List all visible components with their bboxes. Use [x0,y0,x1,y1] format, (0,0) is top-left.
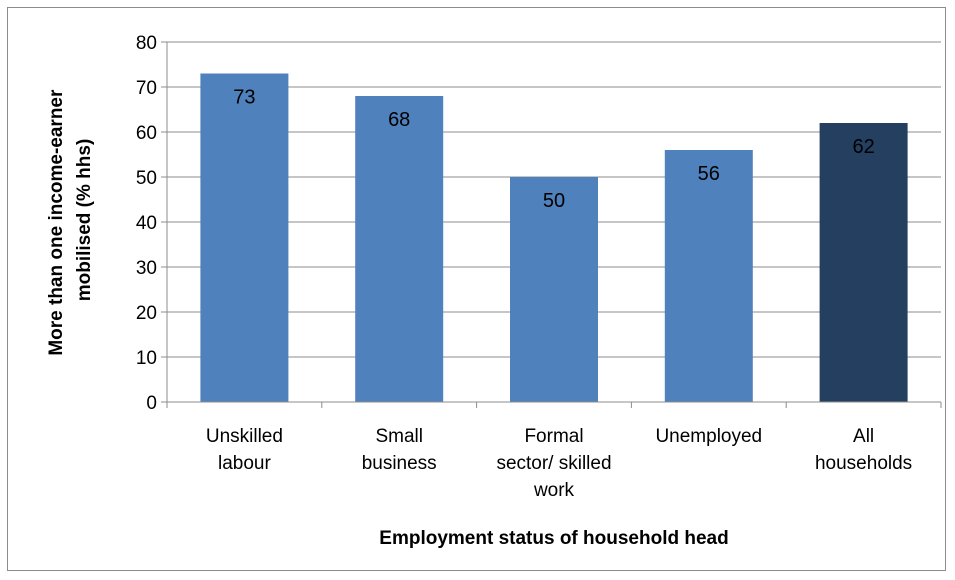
bar [664,150,753,402]
bar [510,177,598,402]
y-axis-title: More than one income-earner mobilised (%… [46,84,95,355]
y-tick-label: 30 [136,258,157,279]
y-tick-label: 70 [136,78,157,99]
x-category-label: Unskilled labour [206,426,283,474]
data-label: 62 [852,136,874,158]
bars [200,73,908,402]
y-axis-title-line-1: More than one income-earner [46,89,67,356]
data-label: 56 [698,163,720,185]
y-tick-label: 0 [146,393,157,414]
y-axis-title-line-2: mobilised (% hhs) [74,139,95,302]
x-category-label: Unemployed [655,426,762,447]
y-tick-label: 20 [136,303,157,324]
bar [819,123,908,402]
x-category-label: Formal sector/ skilled work [496,426,611,501]
bar [200,73,289,402]
y-tick-label: 80 [136,33,157,54]
y-tick-label: 50 [136,168,157,189]
data-label: 50 [543,190,565,212]
data-label: 73 [233,87,255,109]
bar [355,96,444,402]
x-category-label: All households [815,426,912,474]
x-axis-title: Employment status of household head [379,528,728,549]
data-labels: 73 68 50 56 62 [233,87,874,213]
y-tick-label: 40 [136,213,157,234]
x-axis-category-labels: Unskilled labour Small business Formal sector… [166,402,942,501]
y-tick-label: 10 [136,348,157,369]
y-axis-tick-labels: 0 10 20 30 40 50 60 70 80 [136,33,167,414]
chart-frame [7,7,946,571]
data-label: 68 [388,109,410,131]
y-tick-label: 60 [136,123,157,144]
x-category-label: Small business [362,426,437,474]
